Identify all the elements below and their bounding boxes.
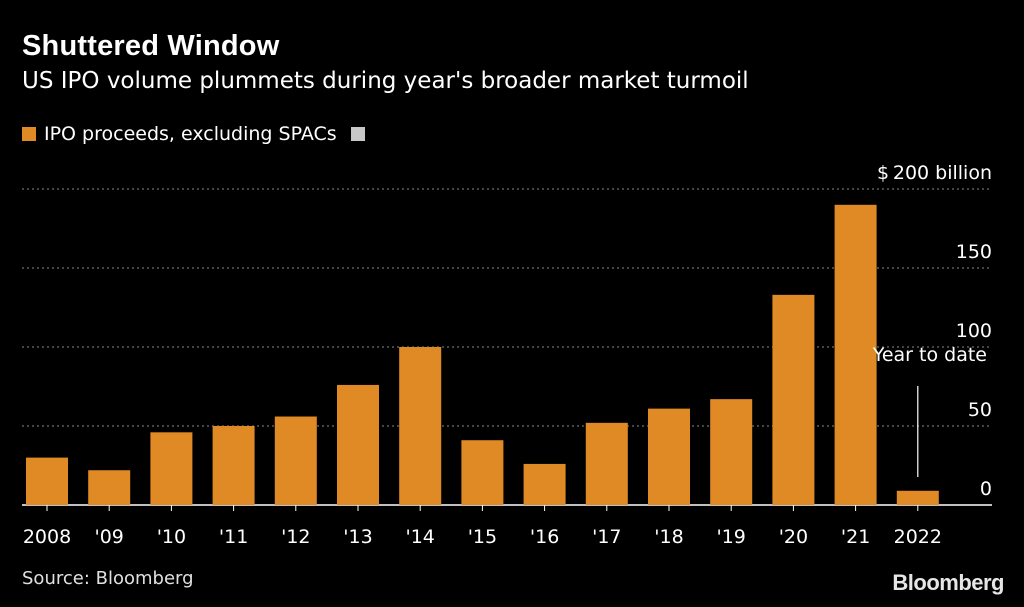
legend-swatch-spacs	[350, 127, 365, 141]
x-tick-label: '10	[157, 526, 186, 548]
bar-2008	[26, 457, 68, 505]
bar-15	[461, 440, 504, 505]
bar-13	[337, 384, 379, 505]
x-tick-label: 2008	[23, 526, 71, 548]
legend-label-ipo: IPO proceeds, excluding SPACs	[44, 123, 337, 145]
y-axis-ticks: 0 50 100 150 $ 200 billion	[877, 162, 992, 500]
x-tick-label: '15	[468, 526, 497, 548]
bars	[26, 204, 939, 506]
bar-17	[585, 422, 628, 505]
x-tick-label: '19	[716, 526, 745, 548]
x-tick-label: 2022	[894, 526, 942, 548]
x-tick-label: '09	[94, 526, 123, 548]
annotation-year-to-date: Year to date	[872, 344, 987, 366]
x-tick-label: '18	[654, 526, 683, 548]
bar-2022	[896, 490, 939, 505]
bar-20	[772, 294, 815, 505]
x-tick-label: '17	[592, 526, 621, 548]
y-tick-label: $ 200 billion	[877, 162, 992, 184]
y-tick-label: 150	[956, 241, 992, 263]
bar-10	[150, 432, 193, 505]
y-tick-label: 50	[968, 399, 992, 421]
x-tick-label: '16	[530, 526, 559, 548]
x-tick-label: '14	[405, 526, 434, 548]
legend-swatch-ipo	[22, 127, 36, 141]
x-tick-label: '21	[841, 526, 870, 548]
bar-18	[648, 408, 690, 505]
bar-12	[274, 416, 317, 505]
annotation: Year to date	[872, 344, 987, 477]
chart-subtitle: US IPO volume plummets during year's bro…	[22, 68, 749, 94]
x-tick-label: '12	[281, 526, 310, 548]
source-note: Source: Bloomberg	[22, 568, 194, 589]
y-tick-label: 0	[980, 478, 992, 500]
bar-14	[399, 347, 442, 505]
bar-19	[710, 399, 753, 505]
chart-title: Shuttered Window	[22, 30, 280, 62]
y-tick-label: 100	[956, 320, 992, 342]
bar-16	[523, 463, 566, 505]
legend: IPO proceeds, excluding SPACs	[22, 121, 387, 147]
bar-11	[212, 426, 255, 505]
bloomberg-logo: Bloomberg	[892, 570, 1004, 595]
x-tick-label: '11	[219, 526, 248, 548]
bar-21	[834, 204, 877, 506]
x-tick-label: '13	[343, 526, 372, 548]
bar-09	[88, 470, 131, 505]
x-axis-ticks: 2008 '09 '10 '11 '12 '13 '14 '15 '16 '17 '18 '19 '20…	[23, 505, 942, 548]
x-tick-label: '20	[779, 526, 808, 548]
